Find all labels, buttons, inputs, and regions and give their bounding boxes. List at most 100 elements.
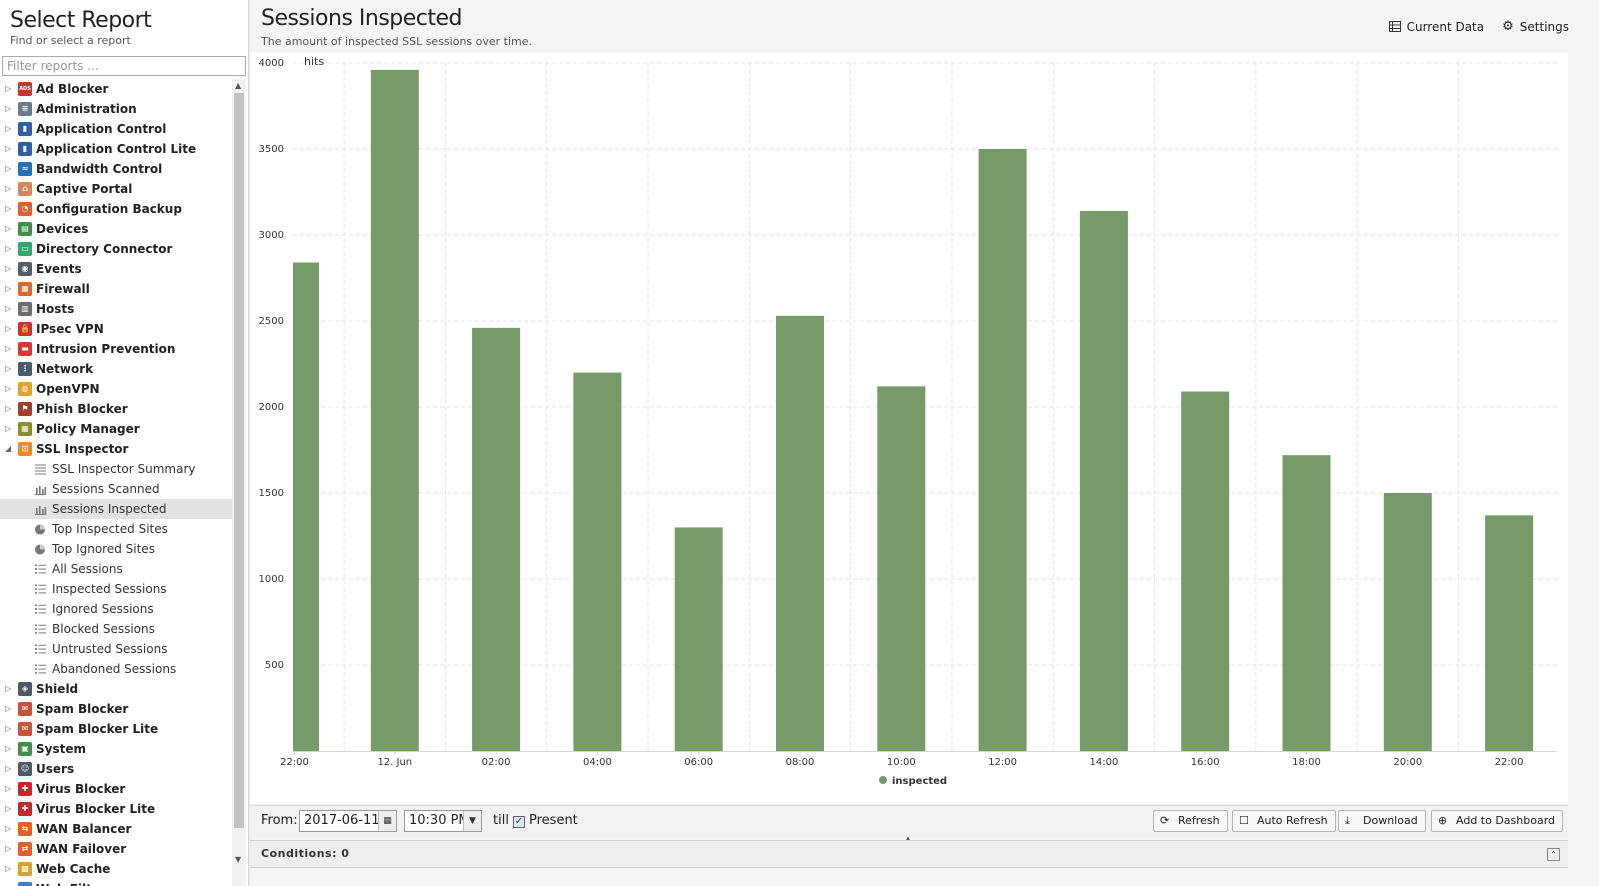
collapsed-arrow-icon[interactable]: ▷ bbox=[5, 879, 13, 886]
filter-reports-input[interactable] bbox=[2, 56, 246, 76]
collapsed-arrow-icon[interactable]: ▷ bbox=[5, 784, 12, 793]
download-button[interactable]: ⤓ Download bbox=[1338, 810, 1426, 832]
from-date-field[interactable]: 2017-06-11 ▦ bbox=[299, 810, 397, 832]
collapsed-arrow-icon[interactable]: ▷ bbox=[5, 384, 12, 393]
bar-inspected[interactable] bbox=[1282, 455, 1331, 751]
tree-item-network[interactable]: ▷ ⋮ Network bbox=[0, 359, 232, 379]
report-item-all-sessions[interactable]: All Sessions bbox=[0, 559, 232, 579]
tree-item-shield[interactable]: ▷ ◈ Shield bbox=[0, 679, 232, 699]
collapsed-arrow-icon[interactable]: ▷ bbox=[5, 704, 12, 713]
tree-item-virus-blocker-lite[interactable]: ▷ ✚ Virus Blocker Lite bbox=[0, 799, 232, 819]
report-item-ssl-inspector-summary[interactable]: SSL Inspector Summary bbox=[0, 459, 232, 479]
collapsed-arrow-icon[interactable]: ▷ bbox=[5, 864, 12, 873]
report-item-untrusted-sessions[interactable]: Untrusted Sessions bbox=[0, 639, 232, 659]
expand-conditions-icon[interactable]: ⌃ bbox=[1547, 848, 1560, 861]
bar-inspected[interactable] bbox=[573, 372, 622, 751]
legend-label[interactable]: inspected bbox=[892, 776, 947, 787]
report-item-sessions-inspected[interactable]: Sessions Inspected bbox=[0, 499, 232, 519]
settings-button[interactable]: ⚙ Settings bbox=[1502, 19, 1569, 34]
report-item-sessions-scanned[interactable]: Sessions Scanned bbox=[0, 479, 232, 499]
conditions-bar[interactable]: Conditions: 0 ⌃ bbox=[250, 840, 1568, 868]
collapsed-arrow-icon[interactable]: ▷ bbox=[5, 244, 12, 253]
tree-item-bandwidth-control[interactable]: ▷ ≈ Bandwidth Control bbox=[0, 159, 232, 179]
tree-item-system[interactable]: ▷ ▣ System bbox=[0, 739, 232, 759]
tree-item-ipsec-vpn[interactable]: ▷ 🔒 IPsec VPN bbox=[0, 319, 232, 339]
tree-item-application-control[interactable]: ▷ ▮ Application Control bbox=[0, 119, 232, 139]
bar-inspected[interactable] bbox=[978, 149, 1027, 751]
bar-inspected[interactable] bbox=[877, 386, 926, 751]
legend-marker[interactable] bbox=[879, 776, 887, 784]
tree-item-web-filter[interactable]: ▷ ◎ Web Filter bbox=[0, 879, 232, 886]
bar-inspected[interactable] bbox=[1181, 391, 1230, 751]
current-data-button[interactable]: Current Data bbox=[1388, 19, 1484, 34]
bar-inspected[interactable] bbox=[370, 69, 419, 751]
report-item-inspected-sessions[interactable]: Inspected Sessions bbox=[0, 579, 232, 599]
report-item-top-inspected-sites[interactable]: Top Inspected Sites bbox=[0, 519, 232, 539]
collapsed-arrow-icon[interactable]: ▷ bbox=[5, 324, 12, 333]
collapsed-arrow-icon[interactable]: ▷ bbox=[5, 344, 12, 353]
collapsed-arrow-icon[interactable]: ▷ bbox=[5, 264, 12, 273]
bar-inspected[interactable] bbox=[674, 527, 723, 751]
collapsed-arrow-icon[interactable]: ▷ bbox=[5, 224, 12, 233]
chevron-down-icon[interactable]: ▼ bbox=[463, 811, 481, 831]
bar-inspected[interactable] bbox=[776, 315, 824, 751]
report-item-abandoned-sessions[interactable]: Abandoned Sessions bbox=[0, 659, 232, 679]
auto-refresh-button[interactable]: ☐ Auto Refresh bbox=[1232, 810, 1336, 832]
collapsed-arrow-icon[interactable]: ▷ bbox=[5, 164, 12, 173]
bar-inspected[interactable] bbox=[1079, 210, 1128, 752]
collapsed-arrow-icon[interactable]: ▷ bbox=[5, 684, 12, 693]
tree-item-openvpn[interactable]: ▷ ◍ OpenVPN bbox=[0, 379, 232, 399]
tree-item-hosts[interactable]: ▷ ▥ Hosts bbox=[0, 299, 232, 319]
scroll-up-icon[interactable]: ▲ bbox=[235, 81, 242, 90]
tree-item-policy-manager[interactable]: ▷ ▦ Policy Manager bbox=[0, 419, 232, 439]
tree-item-events[interactable]: ▷ ◉ Events bbox=[0, 259, 232, 279]
collapsed-arrow-icon[interactable]: ▷ bbox=[5, 804, 12, 813]
scroll-down-icon[interactable]: ▼ bbox=[235, 855, 242, 864]
collapsed-arrow-icon[interactable]: ▷ bbox=[5, 304, 12, 313]
collapsed-arrow-icon[interactable]: ▷ bbox=[5, 844, 12, 853]
collapsed-arrow-icon[interactable]: ▷ bbox=[5, 184, 12, 193]
collapsed-arrow-icon[interactable]: ▷ bbox=[5, 364, 12, 373]
collapsed-arrow-icon[interactable]: ▷ bbox=[5, 204, 12, 213]
bar-inspected[interactable] bbox=[1383, 493, 1432, 751]
tree-item-firewall[interactable]: ▷ ▦ Firewall bbox=[0, 279, 232, 299]
collapsed-arrow-icon[interactable]: ▷ bbox=[5, 124, 12, 133]
tree-item-administration[interactable]: ▷ ≡ Administration bbox=[0, 99, 232, 119]
collapsed-arrow-icon[interactable]: ▷ bbox=[5, 724, 12, 733]
collapsed-arrow-icon[interactable]: ▷ bbox=[5, 104, 12, 113]
tree-item-virus-blocker[interactable]: ▷ ✚ Virus Blocker bbox=[0, 779, 232, 799]
tree-item-users[interactable]: ▷ ☺ Users bbox=[0, 759, 232, 779]
calendar-icon[interactable]: ▦ bbox=[378, 811, 396, 831]
from-time-field[interactable]: 10:30 PM ▼ bbox=[404, 810, 482, 832]
report-item-top-ignored-sites[interactable]: Top Ignored Sites bbox=[0, 539, 232, 559]
tree-item-web-cache[interactable]: ▷ ▩ Web Cache bbox=[0, 859, 232, 879]
refresh-button[interactable]: ⟳ Refresh bbox=[1153, 810, 1228, 832]
tree-item-captive-portal[interactable]: ▷ ⌂ Captive Portal bbox=[0, 179, 232, 199]
collapsed-arrow-icon[interactable]: ▷ bbox=[5, 144, 12, 153]
tree-item-ssl-inspector[interactable]: ◢ ⊡ SSL Inspector bbox=[0, 439, 232, 459]
tree-item-spam-blocker[interactable]: ▷ ✉ Spam Blocker bbox=[0, 699, 232, 719]
tree-item-phish-blocker[interactable]: ▷ ⚑ Phish Blocker bbox=[0, 399, 232, 419]
bar-inspected[interactable] bbox=[1485, 515, 1534, 751]
collapsed-arrow-icon[interactable]: ▷ bbox=[5, 824, 12, 833]
tree-item-wan-balancer[interactable]: ▷ ⇆ WAN Balancer bbox=[0, 819, 232, 839]
tree-item-spam-blocker-lite[interactable]: ▷ ✉ Spam Blocker Lite bbox=[0, 719, 232, 739]
collapsed-arrow-icon[interactable]: ▷ bbox=[5, 424, 12, 433]
tree-item-devices[interactable]: ▷ ▤ Devices bbox=[0, 219, 232, 239]
collapsed-arrow-icon[interactable]: ▷ bbox=[5, 404, 12, 413]
splitter-handle[interactable]: ▲ bbox=[905, 835, 911, 843]
collapsed-arrow-icon[interactable]: ▷ bbox=[5, 84, 12, 93]
tree-item-directory-connector[interactable]: ▷ ▭ Directory Connector bbox=[0, 239, 232, 259]
tree-item-configuration-backup[interactable]: ▷ ◔ Configuration Backup bbox=[0, 199, 232, 219]
scroll-thumb[interactable] bbox=[234, 93, 244, 828]
tree-item-wan-failover[interactable]: ▷ ⇄ WAN Failover bbox=[0, 839, 232, 859]
report-item-ignored-sessions[interactable]: Ignored Sessions bbox=[0, 599, 232, 619]
bar-inspected[interactable] bbox=[472, 327, 521, 751]
tree-item-intrusion-prevention[interactable]: ▷ ▬ Intrusion Prevention bbox=[0, 339, 232, 359]
expanded-arrow-icon[interactable]: ◢ bbox=[5, 444, 12, 453]
tree-item-application-control-lite[interactable]: ▷ ▮ Application Control Lite bbox=[0, 139, 232, 159]
bar-inspected[interactable] bbox=[293, 262, 319, 751]
collapsed-arrow-icon[interactable]: ▷ bbox=[5, 764, 12, 773]
add-to-dashboard-button[interactable]: ⊕ Add to Dashboard bbox=[1431, 810, 1564, 832]
collapsed-arrow-icon[interactable]: ▷ bbox=[5, 744, 12, 753]
